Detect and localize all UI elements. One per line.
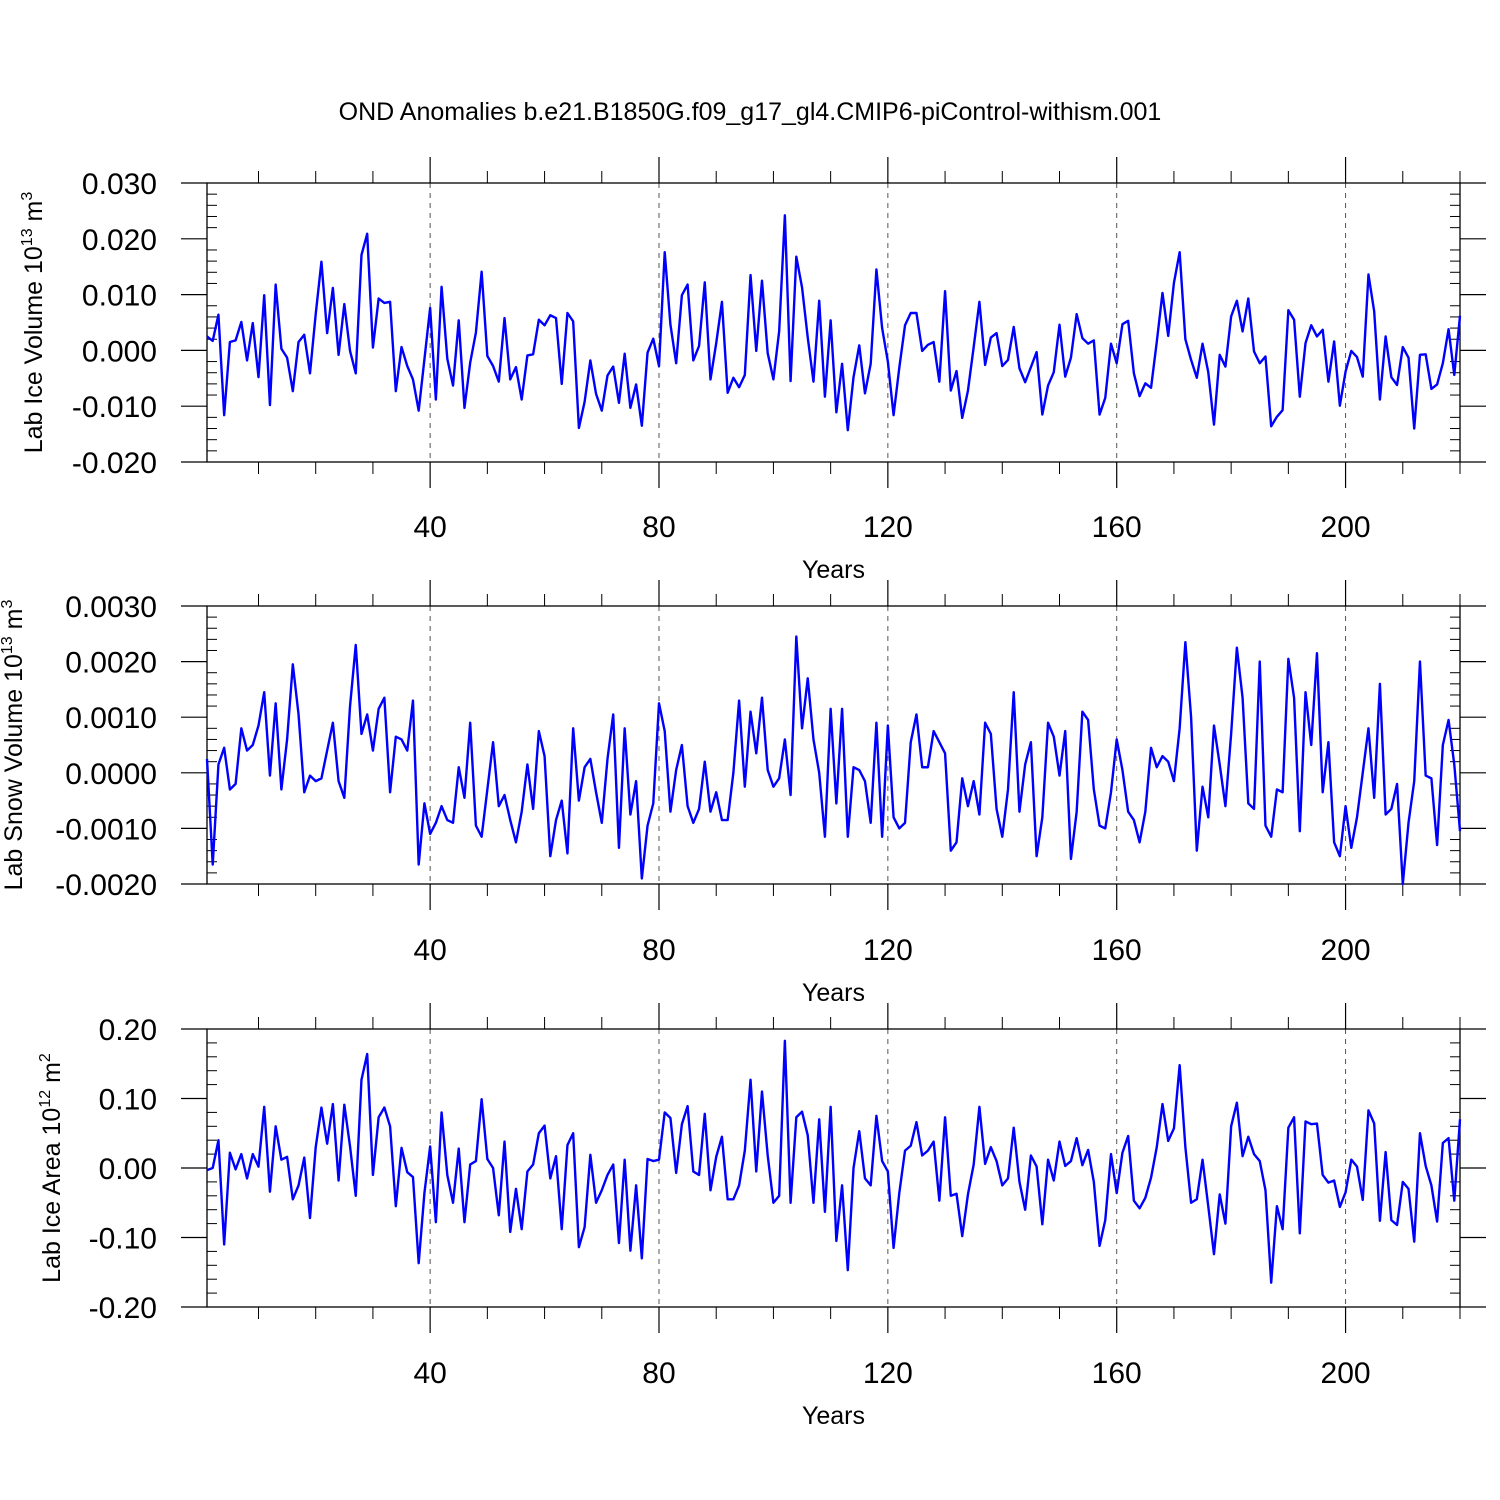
ytick-label: 0.0030	[65, 591, 157, 624]
series-line-snow-volume	[205, 635, 1462, 886]
xtick-label: 120	[863, 934, 913, 967]
x-axis-label: Years	[802, 1402, 865, 1430]
xtick-label: 40	[413, 511, 446, 544]
ytick-label: -0.020	[72, 447, 157, 480]
ytick-label: 0.20	[99, 1014, 157, 1047]
xtick-label: 80	[642, 934, 675, 967]
y-axis-label: Lab Ice Volume 1013 m3	[19, 192, 48, 454]
series-line-ice-volume	[206, 214, 1462, 432]
ytick-label: 0.000	[82, 335, 157, 368]
xtick-label: 200	[1321, 511, 1371, 544]
ytick-label: -0.10	[89, 1223, 157, 1256]
panel-ice-area: -0.20 -0.10 0.00 0.10 0.20 40 80 120 160 200 Years…	[37, 1003, 1486, 1430]
y-axis-label: Lab Ice Area 1012 m2	[37, 1053, 66, 1283]
figure-title: OND Anomalies b.e21.B1850G.f09_g17_gl4.C…	[339, 98, 1162, 126]
ytick-label: 0.0020	[65, 647, 157, 680]
ytick-label: 0.10	[99, 1084, 157, 1117]
xtick-label: 160	[1092, 934, 1142, 967]
xtick-label: 120	[863, 1357, 913, 1390]
xtick-label: 40	[413, 1357, 446, 1390]
xtick-label: 160	[1092, 511, 1142, 544]
ytick-label: 0.0010	[65, 702, 157, 735]
panel-snow-volume: -0.0020 -0.0010 0.0000 0.0010 0.0020 0.0030 40…	[0, 580, 1486, 1007]
xtick-label: 80	[642, 1357, 675, 1390]
xtick-label: 40	[413, 934, 446, 967]
ytick-label: 0.020	[82, 224, 157, 257]
y-axis-label: Lab Snow Volume 1013 m3	[0, 600, 28, 891]
xtick-label: 200	[1321, 1357, 1371, 1390]
ytick-label: 0.00	[99, 1153, 157, 1186]
ytick-label: -0.0010	[55, 813, 157, 846]
series-line-ice-area	[206, 1039, 1462, 1284]
ytick-label: 0.030	[82, 168, 157, 201]
xtick-label: 80	[642, 511, 675, 544]
xtick-label: 120	[863, 511, 913, 544]
ytick-label: -0.20	[89, 1292, 157, 1325]
ytick-label: 0.0000	[65, 758, 157, 791]
x-axis-label: Years	[802, 979, 865, 1007]
panel-ice-volume: -0.020 -0.010 0.000 0.010 0.020 0.030 40 80 120 1…	[19, 157, 1486, 584]
xtick-label: 160	[1092, 1357, 1142, 1390]
plot-frame	[206, 182, 1461, 463]
plot-frame	[206, 605, 1461, 885]
ytick-label: 0.010	[82, 280, 157, 313]
xtick-label: 200	[1321, 934, 1371, 967]
ytick-label: -0.0020	[55, 869, 157, 902]
ytick-label: -0.010	[72, 391, 157, 424]
x-axis-label: Years	[802, 556, 865, 584]
